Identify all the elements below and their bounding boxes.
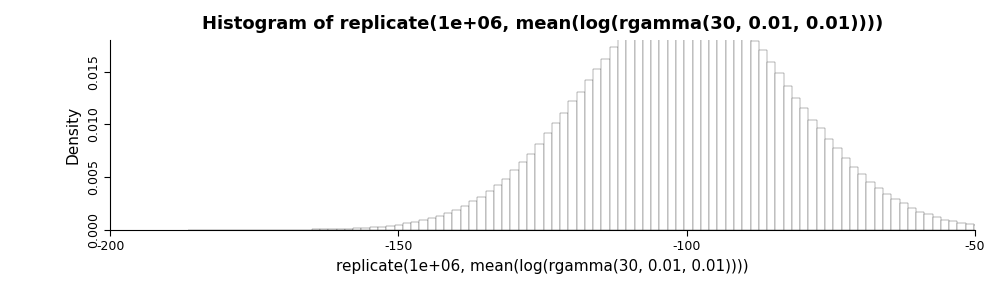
- Bar: [635, 21, 643, 230]
- Bar: [361, 228, 370, 230]
- Bar: [883, 195, 891, 230]
- Bar: [370, 227, 378, 230]
- Bar: [941, 220, 949, 230]
- Bar: [328, 229, 337, 230]
- Y-axis label: Density: Density: [65, 106, 80, 164]
- Bar: [668, 0, 676, 230]
- Bar: [759, 50, 767, 230]
- Bar: [709, 4, 717, 230]
- Bar: [568, 101, 577, 230]
- Bar: [577, 92, 585, 230]
- Bar: [999, 228, 1000, 230]
- Bar: [858, 174, 866, 230]
- Bar: [386, 226, 395, 230]
- Title: Histogram of replicate(1e+06, mean(log(rgamma(30, 0.01, 0.01)))): Histogram of replicate(1e+06, mean(log(r…: [202, 15, 883, 33]
- Bar: [808, 120, 817, 230]
- Bar: [792, 98, 800, 230]
- Bar: [519, 162, 527, 230]
- Bar: [701, 0, 709, 230]
- Bar: [428, 218, 436, 230]
- Bar: [552, 123, 560, 230]
- Bar: [966, 224, 974, 230]
- Bar: [651, 6, 659, 230]
- Bar: [900, 203, 908, 230]
- Bar: [991, 227, 999, 230]
- Bar: [601, 59, 610, 230]
- Bar: [527, 154, 535, 230]
- Bar: [817, 128, 825, 230]
- Bar: [469, 201, 477, 230]
- Bar: [585, 80, 593, 230]
- X-axis label: replicate(1e+06, mean(log(rgamma(30, 0.01, 0.01)))): replicate(1e+06, mean(log(rgamma(30, 0.0…: [336, 259, 749, 274]
- Bar: [610, 47, 618, 230]
- Bar: [452, 210, 461, 230]
- Bar: [842, 157, 850, 230]
- Bar: [676, 0, 684, 230]
- Bar: [544, 133, 552, 230]
- Bar: [767, 62, 775, 230]
- Bar: [742, 31, 751, 230]
- Bar: [850, 167, 858, 230]
- Bar: [726, 15, 734, 230]
- Bar: [502, 179, 510, 230]
- Bar: [345, 229, 353, 230]
- Bar: [974, 225, 982, 230]
- Bar: [734, 22, 742, 230]
- Bar: [444, 213, 452, 230]
- Bar: [618, 38, 626, 230]
- Bar: [626, 30, 635, 230]
- Bar: [684, 0, 693, 230]
- Bar: [403, 223, 411, 230]
- Bar: [875, 188, 883, 230]
- Bar: [825, 139, 833, 230]
- Bar: [593, 69, 601, 230]
- Bar: [957, 223, 966, 230]
- Bar: [395, 225, 403, 230]
- Bar: [916, 212, 924, 230]
- Bar: [436, 216, 444, 230]
- Bar: [461, 206, 469, 230]
- Bar: [833, 148, 842, 230]
- Bar: [535, 144, 544, 230]
- Bar: [643, 12, 651, 230]
- Bar: [494, 185, 502, 230]
- Bar: [486, 192, 494, 230]
- Bar: [775, 73, 784, 230]
- Bar: [411, 223, 419, 230]
- Bar: [659, 2, 668, 230]
- Bar: [933, 217, 941, 230]
- Bar: [908, 208, 916, 230]
- Bar: [419, 220, 428, 230]
- Bar: [800, 108, 808, 230]
- Bar: [717, 10, 726, 230]
- Bar: [924, 214, 933, 230]
- Bar: [353, 228, 361, 230]
- Bar: [891, 199, 900, 230]
- Bar: [982, 226, 991, 230]
- Bar: [510, 170, 519, 230]
- Bar: [560, 113, 568, 230]
- Bar: [477, 197, 486, 230]
- Bar: [378, 226, 386, 230]
- Bar: [320, 229, 328, 230]
- Bar: [693, 0, 701, 230]
- Bar: [337, 229, 345, 230]
- Bar: [751, 41, 759, 230]
- Bar: [866, 182, 875, 230]
- Bar: [784, 85, 792, 230]
- Bar: [949, 221, 957, 230]
